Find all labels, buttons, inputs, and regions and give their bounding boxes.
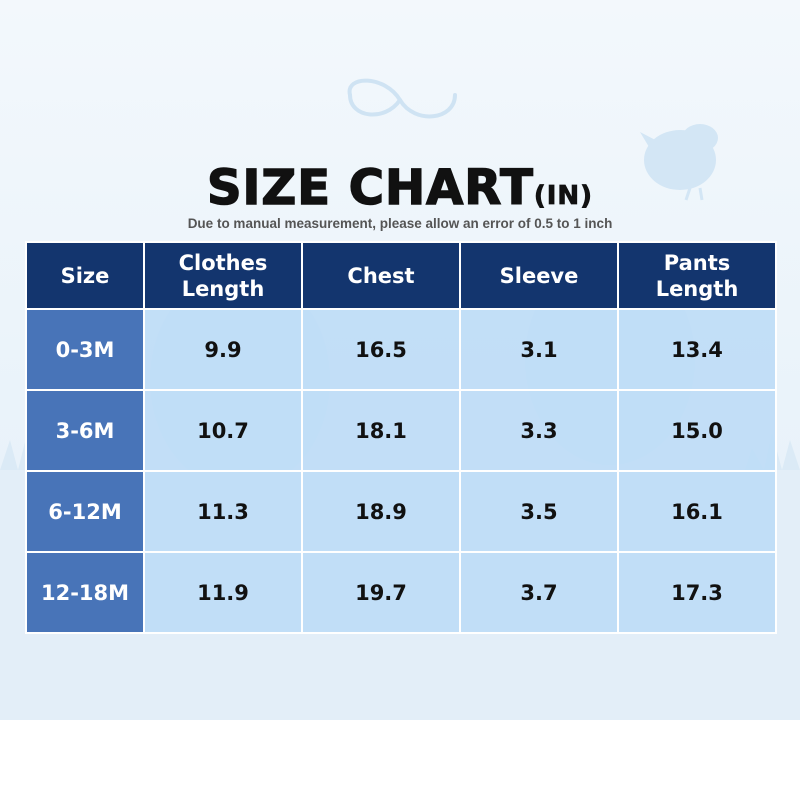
header-size: Size: [25, 241, 145, 310]
title-unit: (IN): [533, 181, 594, 212]
chest-cell: 18.1: [301, 389, 461, 472]
pants-length-cell: 16.1: [617, 470, 777, 553]
table-row: 6-12M 11.3 18.9 3.5 16.1: [25, 470, 777, 553]
chest-cell: 16.5: [301, 308, 461, 391]
subtitle: Due to manual measurement, please allow …: [187, 216, 613, 231]
page-title: SIZE CHART: [206, 159, 534, 217]
size-cell: 12-18M: [25, 551, 145, 634]
header-sleeve: Sleeve: [459, 241, 619, 310]
pants-length-cell: 17.3: [617, 551, 777, 634]
clothes-length-cell: 9.9: [143, 308, 303, 391]
size-table: Size Clothes Length Chest Sleeve Pants L…: [25, 241, 777, 634]
sleeve-cell: 3.7: [459, 551, 619, 634]
chest-cell: 19.7: [301, 551, 461, 634]
sleeve-cell: 3.1: [459, 308, 619, 391]
size-cell: 0-3M: [25, 308, 145, 391]
clothes-length-cell: 11.9: [143, 551, 303, 634]
infinity-swirl-icon: [347, 78, 457, 119]
chest-cell: 18.9: [301, 470, 461, 553]
bird-icon: [640, 124, 718, 201]
header-chest: Chest: [301, 241, 461, 310]
table-row: 12-18M 11.9 19.7 3.7 17.3: [25, 551, 777, 634]
clothes-length-cell: 11.3: [143, 470, 303, 553]
sleeve-cell: 3.3: [459, 389, 619, 472]
sleeve-cell: 3.5: [459, 470, 619, 553]
header-clothes-length: Clothes Length: [143, 241, 303, 310]
size-cell: 6-12M: [25, 470, 145, 553]
clothes-length-cell: 10.7: [143, 389, 303, 472]
table-row: 0-3M 9.9 16.5 3.1 13.4: [25, 308, 777, 391]
pants-length-cell: 15.0: [617, 389, 777, 472]
header-pants-length: Pants Length: [617, 241, 777, 310]
size-cell: 3-6M: [25, 389, 145, 472]
table-row: 3-6M 10.7 18.1 3.3 15.0: [25, 389, 777, 472]
title-block: SIZE CHART(IN): [0, 159, 800, 224]
header-row: Size Clothes Length Chest Sleeve Pants L…: [25, 241, 777, 310]
pants-length-cell: 13.4: [617, 308, 777, 391]
